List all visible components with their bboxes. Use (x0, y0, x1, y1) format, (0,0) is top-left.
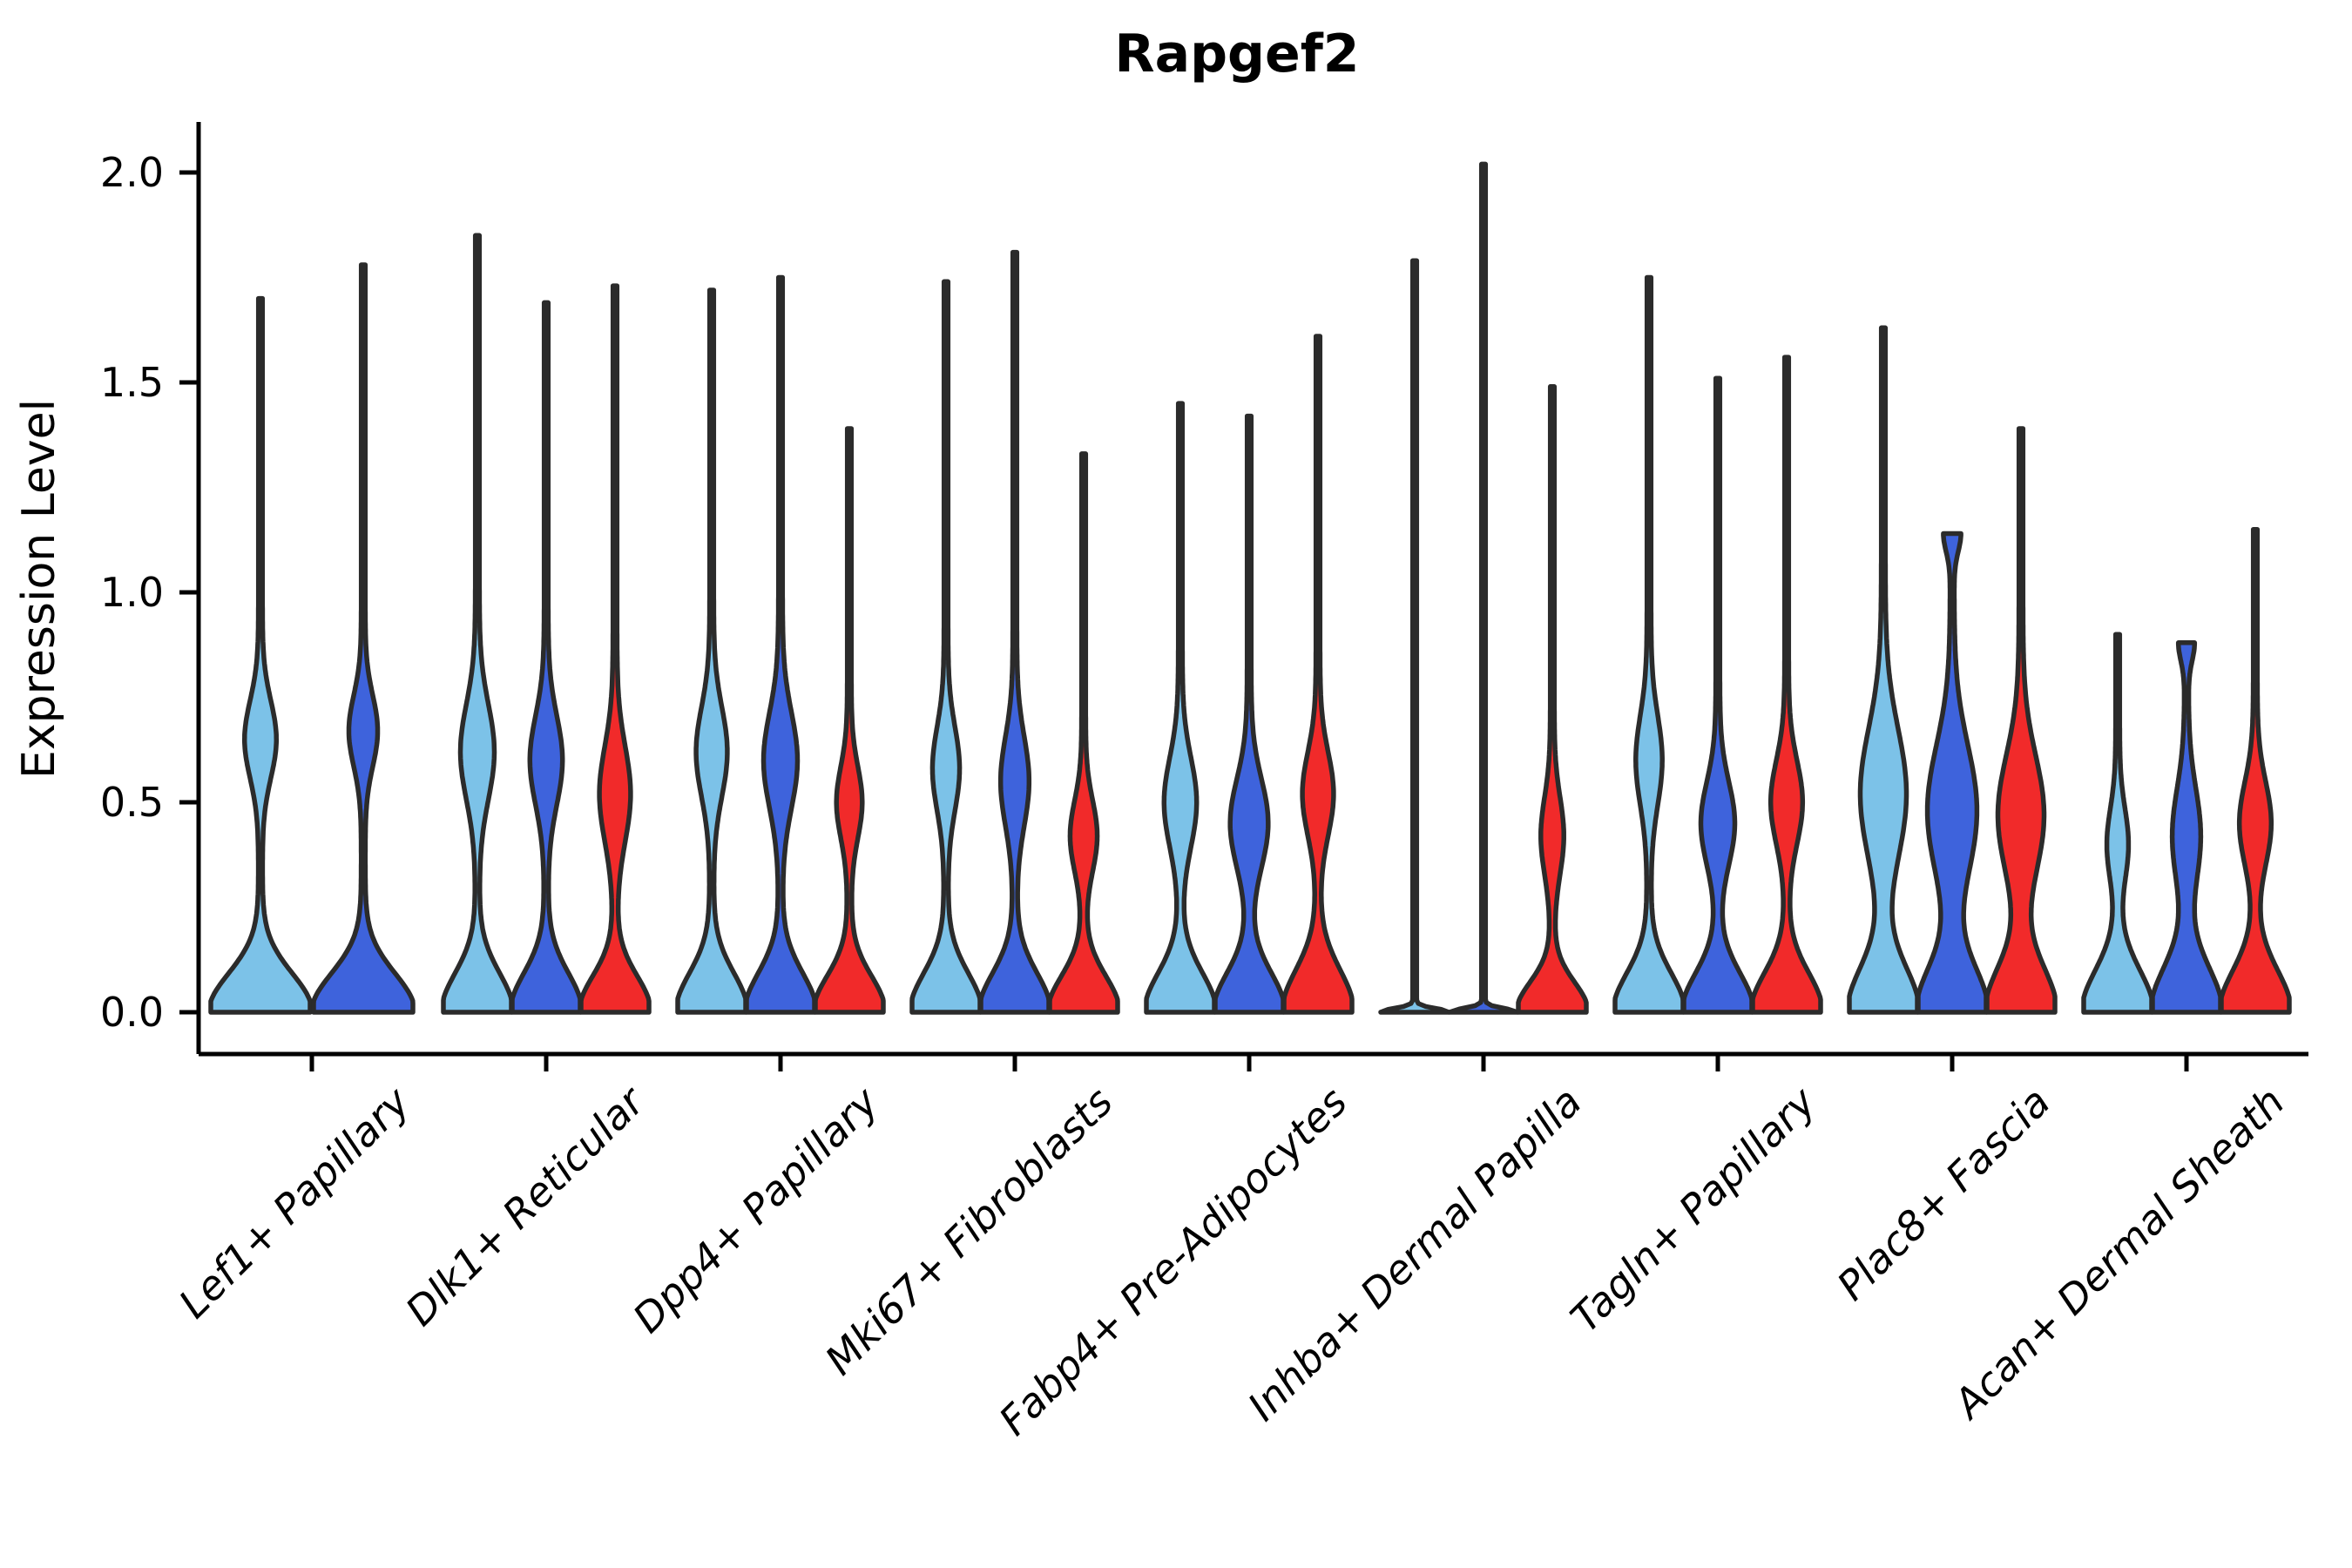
x-category-label: Plac8+ Fascia (1828, 1078, 2058, 1309)
violin-inhba+-royal_blue (1447, 161, 1520, 1015)
violin-inhba+-light_blue (1378, 258, 1451, 1015)
chart-title: Rapgef2 (1114, 24, 1359, 84)
x-category-label: Tagln+ Papillary (1561, 1078, 1825, 1342)
y-axis-label: Expression Level (13, 399, 65, 779)
violin-dpp4+-red (813, 426, 886, 1015)
violin-dlk1+-light_blue (441, 233, 514, 1015)
y-tick-label: 1.0 (100, 569, 164, 616)
violin-tagln+-light_blue (1612, 274, 1686, 1015)
axes-layer (196, 122, 2308, 1057)
violin-inhba+-red (1516, 384, 1589, 1015)
violin-mki67+-red (1047, 451, 1120, 1015)
violin-dpp4+-light_blue (675, 287, 748, 1015)
violin-acan+-red (2219, 526, 2292, 1015)
y-tick-label: 0.5 (100, 779, 164, 826)
violin-plac8+-royal_blue (1916, 531, 1989, 1015)
violin-plac8+-red (1984, 426, 2058, 1015)
violin-dlk1+-red (578, 283, 652, 1015)
violin-tagln+-red (1750, 355, 1823, 1015)
violin-mki67+-royal_blue (978, 249, 1051, 1015)
x-category-label: Dlk1+ Reticular (396, 1076, 655, 1335)
y-axis-ticks: 0.0 0.5 1.0 1.5 2.0 (100, 149, 199, 1036)
violin-fabp4+-royal_blue (1213, 413, 1286, 1015)
y-tick-label: 0.0 (100, 989, 164, 1036)
violins-layer (208, 161, 2292, 1015)
violin-dlk1+-royal_blue (510, 300, 583, 1015)
violin-plac8+-light_blue (1847, 325, 1920, 1015)
violin-lef1+-light_blue (208, 295, 313, 1015)
violin-acan+-light_blue (2081, 632, 2154, 1015)
violin-lef1+-royal_blue (311, 262, 416, 1015)
violin-tagln+-royal_blue (1681, 375, 1754, 1015)
violin-dpp4+-royal_blue (744, 274, 817, 1015)
violin-mki67+-light_blue (909, 279, 983, 1015)
x-category-label: Lef1+ Papillary (170, 1078, 419, 1327)
x-category-label: Dpp4+ Papillary (624, 1078, 888, 1342)
violin-fabp4+-red (1281, 334, 1355, 1015)
violin-acan+-royal_blue (2150, 640, 2223, 1015)
violin-fabp4+-light_blue (1144, 401, 1217, 1015)
y-tick-label: 2.0 (100, 149, 164, 196)
y-tick-label: 1.5 (100, 359, 164, 406)
